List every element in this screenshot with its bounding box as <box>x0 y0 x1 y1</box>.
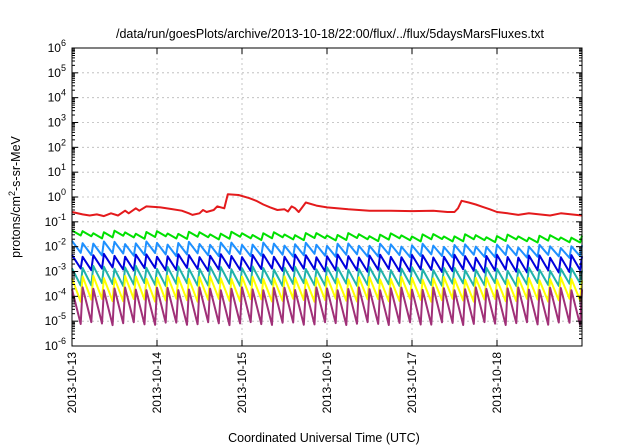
y-tick-label: 106 <box>48 38 66 55</box>
y-tick-label-exponent: 0 <box>61 187 66 197</box>
series-line <box>71 264 583 287</box>
y-axis-label: protons/cm2-s-sr-MeV <box>7 135 23 257</box>
y-tick-label: 105 <box>48 63 66 80</box>
x-tick-label: 2013-10-14 <box>150 352 164 414</box>
y-tick-label-base: 10 <box>48 140 62 154</box>
y-tick-label: 103 <box>48 113 66 130</box>
series-line <box>71 240 583 259</box>
y-tick-label-exponent: 5 <box>61 63 66 73</box>
y-tick-label-exponent: 3 <box>61 113 66 123</box>
x-axis: 2013-10-13 2013-10-14 2013-10-15 2013-10-16… <box>65 48 504 413</box>
y-tick-label-exponent: -3 <box>58 262 66 272</box>
chart-title: /data/run/goesPlots/archive/2013-10-18/2… <box>116 27 545 41</box>
y-tick-label-exponent: -4 <box>58 286 66 296</box>
y-tick-label: 101 <box>48 162 66 179</box>
y-tick-label-exponent: 4 <box>61 88 66 98</box>
y-tick-label-base: 10 <box>48 66 62 80</box>
y-tick-label-exponent: 1 <box>61 162 66 172</box>
y-tick-label-exponent: 6 <box>61 38 66 48</box>
y-tick-label: 10-6 <box>45 336 66 353</box>
y-tick-label: 104 <box>48 88 66 105</box>
series-line <box>71 286 583 327</box>
series-line <box>71 274 583 303</box>
y-tick-label-base: 10 <box>48 165 62 179</box>
x-tick-label: 2013-10-17 <box>405 352 419 414</box>
y-axis-label-sup: 2 <box>7 191 17 196</box>
y-axis-label-post: -s-sr-MeV <box>9 135 23 191</box>
x-tick-label: 2013-10-15 <box>235 352 249 414</box>
y-tick-label-base: 10 <box>45 215 59 229</box>
x-tick-label: 2013-10-16 <box>320 352 334 414</box>
y-tick-label: 10-5 <box>45 311 66 328</box>
y-tick-label-exponent: -6 <box>58 336 66 346</box>
series-line <box>71 229 583 244</box>
y-tick-label-base: 10 <box>48 116 62 130</box>
x-tick-label: 2013-10-13 <box>65 352 79 414</box>
x-axis-label: Coordinated Universal Time (UTC) <box>228 431 420 445</box>
y-tick-label-base: 10 <box>45 240 59 254</box>
y-tick-label-base: 10 <box>48 41 62 55</box>
y-tick-label-base: 10 <box>45 314 59 328</box>
y-tick-label-exponent: -1 <box>58 212 66 222</box>
y-tick-label-exponent: -5 <box>58 311 66 321</box>
y-axis: 10-610-510-410-310-210-11001011021031041… <box>45 38 582 353</box>
y-tick-label: 100 <box>48 187 66 204</box>
y-tick-label-base: 10 <box>45 265 59 279</box>
x-tick-label: 2013-10-18 <box>490 352 504 414</box>
y-tick-label-base: 10 <box>48 91 62 105</box>
y-tick-label-exponent: 2 <box>61 137 66 147</box>
series-line <box>71 193 583 218</box>
data-series <box>71 193 583 327</box>
y-tick-label-base: 10 <box>45 339 59 353</box>
y-tick-label-base: 10 <box>48 190 62 204</box>
y-tick-label-base: 10 <box>45 289 59 303</box>
y-tick-label: 10-4 <box>45 286 66 303</box>
series-line <box>71 252 583 274</box>
y-tick-label-exponent: -2 <box>58 237 66 247</box>
y-tick-label: 102 <box>48 137 66 154</box>
y-axis-label-pre: protons/cm <box>9 196 23 258</box>
y-tick-label: 10-2 <box>45 237 66 254</box>
y-tick-label: 10-1 <box>45 212 66 229</box>
y-tick-label: 10-3 <box>45 262 66 279</box>
